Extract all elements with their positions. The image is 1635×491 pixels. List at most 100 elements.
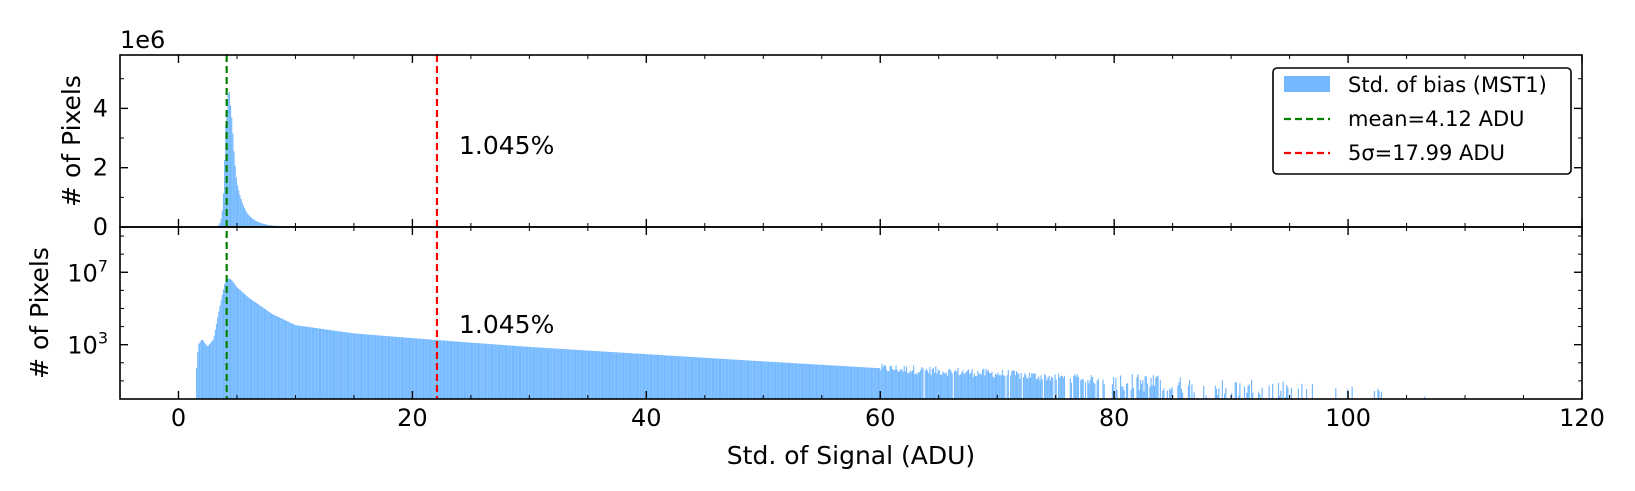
histogram-bar-bottom <box>228 278 230 399</box>
histogram-bar-bottom <box>599 351 601 399</box>
histogram-bar-bottom <box>236 287 239 399</box>
histogram-bar-bottom <box>1252 392 1254 399</box>
top-ylabel: # of Pixels <box>57 75 86 207</box>
histogram-bar-bottom <box>527 346 529 399</box>
histogram-bar-bottom <box>640 353 642 399</box>
histogram-bar-bottom <box>953 371 956 399</box>
histogram-bar-bottom <box>1145 376 1147 399</box>
histogram-bar-bottom <box>538 347 540 399</box>
histogram-bar-bottom <box>807 364 809 399</box>
histogram-bar-bottom <box>462 342 464 399</box>
histogram-bar-bottom <box>902 371 904 399</box>
histogram-bar-bottom <box>1239 383 1241 399</box>
histogram-bar-bottom <box>738 359 740 399</box>
histogram-bar-bottom <box>679 356 681 399</box>
histogram-bar-top <box>263 224 266 227</box>
histogram-bar-bottom <box>528 346 530 399</box>
histogram-bar-bottom <box>1138 390 1140 399</box>
histogram-bar-bottom <box>431 339 433 399</box>
histogram-bar-bottom <box>921 367 923 399</box>
histogram-bar-top <box>219 222 221 227</box>
histogram-bar-bottom <box>1031 373 1033 399</box>
histogram-bar-bottom <box>833 365 835 399</box>
histogram-bar-bottom <box>996 374 998 399</box>
histogram-bar-bottom <box>696 357 698 399</box>
histogram-bar-bottom <box>429 339 432 399</box>
histogram-bar-bottom <box>348 332 350 399</box>
histogram-bar-bottom <box>563 349 565 399</box>
histogram-bar-bottom <box>917 372 919 399</box>
histogram-bar-bottom <box>813 364 815 399</box>
histogram-bar-bottom <box>690 356 692 399</box>
histogram-bar-bottom <box>256 303 259 399</box>
histogram-bar-bottom <box>417 338 419 399</box>
histogram-bar-bottom <box>1218 388 1220 399</box>
histogram-bar-bottom <box>252 300 254 399</box>
histogram-bar-bottom <box>331 330 333 399</box>
histogram-bar-bottom <box>695 357 697 399</box>
histogram-bar-bottom <box>918 372 921 399</box>
histogram-bar-bottom <box>773 362 775 399</box>
histogram-bar-bottom <box>781 362 784 399</box>
histogram-bar-bottom <box>772 361 774 399</box>
histogram-bar-bottom <box>511 345 513 399</box>
histogram-bar-bottom <box>546 348 549 399</box>
histogram-bar-bottom <box>1225 387 1227 399</box>
histogram-bar-bottom <box>557 348 559 399</box>
histogram-bar-bottom <box>847 366 849 399</box>
histogram-bar-bottom <box>914 374 916 399</box>
histogram-bar-top <box>252 218 254 227</box>
histogram-bar-bottom <box>822 364 825 399</box>
histogram-bar-bottom <box>508 345 510 399</box>
histogram-bar-bottom <box>477 343 480 399</box>
histogram-bar-top <box>259 222 261 227</box>
histogram-bar-bottom <box>289 322 291 399</box>
histogram-bar-bottom <box>985 368 987 399</box>
histogram-bar-bottom <box>915 373 917 399</box>
histogram-bar-bottom <box>218 311 220 399</box>
histogram-bar-bottom <box>1091 377 1094 399</box>
histogram-bar-bottom <box>541 347 543 399</box>
histogram-bar-bottom <box>284 320 287 399</box>
histogram-bar-bottom <box>336 331 338 399</box>
histogram-bar-bottom <box>736 359 738 399</box>
histogram-bar-bottom <box>1127 383 1129 399</box>
histogram-bar-bottom <box>676 356 678 399</box>
histogram-bar-bottom <box>269 312 271 399</box>
histogram-bar-bottom <box>419 338 421 399</box>
histogram-bar-bottom <box>814 364 816 399</box>
histogram-bar-bottom <box>624 352 626 399</box>
histogram-bar-bottom <box>608 351 611 399</box>
histogram-bar-bottom <box>493 344 495 399</box>
histogram-bar-bottom <box>253 301 255 399</box>
histogram-bar-bottom <box>930 375 932 399</box>
histogram-bar-bottom <box>1139 380 1142 399</box>
histogram-bar-bottom <box>376 335 378 399</box>
histogram-bar-bottom <box>200 340 202 399</box>
histogram-bar-bottom <box>251 299 253 399</box>
histogram-bar-bottom <box>829 365 832 399</box>
histogram-bar-bottom <box>571 349 573 399</box>
y-tick-label-top: 2 <box>93 154 108 182</box>
histogram-bar-bottom <box>548 348 550 399</box>
histogram-bar-bottom <box>309 327 311 399</box>
histogram-bar-bottom <box>959 374 961 399</box>
histogram-bar-bottom <box>762 361 764 399</box>
histogram-bar-bottom <box>639 353 641 399</box>
histogram-bar-bottom <box>304 326 306 399</box>
histogram-bar-bottom <box>1235 382 1237 399</box>
histogram-bar-bottom <box>659 354 661 399</box>
histogram-bar-bottom <box>812 364 814 399</box>
histogram-bar-bottom <box>1187 385 1190 399</box>
histogram-bar-bottom <box>818 364 820 399</box>
histogram-bar-bottom <box>904 371 906 399</box>
histogram-bar-bottom <box>276 316 278 399</box>
histogram-bar-bottom <box>916 374 918 399</box>
histogram-bar-bottom <box>826 365 828 399</box>
histogram-bar-bottom <box>929 366 931 399</box>
histogram-bar-top <box>245 210 247 227</box>
histogram-bar-bottom <box>613 352 615 399</box>
histogram-bar-bottom <box>1380 391 1382 399</box>
histogram-bar-bottom <box>1125 383 1128 399</box>
histogram-bar-bottom <box>315 328 317 399</box>
